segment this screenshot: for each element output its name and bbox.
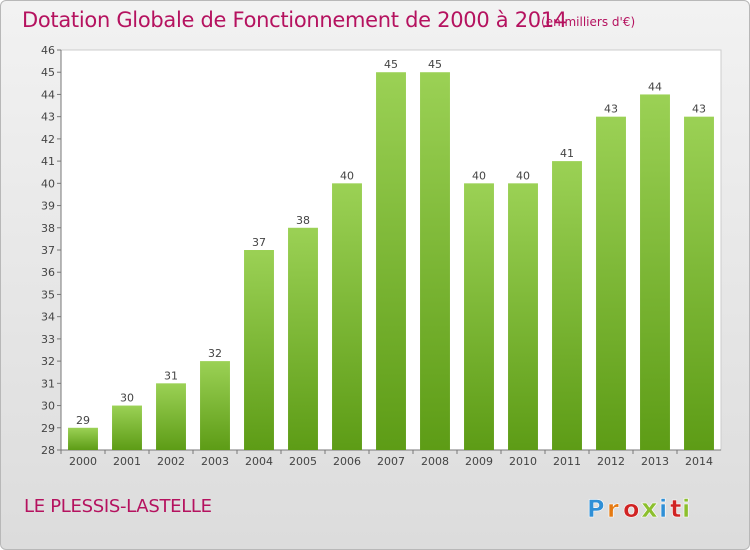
x-tick-label: 2003 — [201, 455, 229, 468]
y-tick-label: 40 — [41, 177, 55, 190]
bar — [376, 72, 406, 450]
x-tick-label: 2014 — [685, 455, 713, 468]
logo-letter: i — [682, 495, 690, 523]
data-label: 40 — [340, 169, 354, 182]
y-axis: 28 29 30 31 32 33 34 35 36 37 38 39 40 41 42 43 44 45 46 — [41, 44, 62, 457]
x-tick-label: 2004 — [245, 455, 273, 468]
bar — [200, 361, 230, 450]
y-tick-label: 31 — [41, 377, 55, 390]
chart-subtitle: (en milliers d'€) — [541, 15, 636, 29]
y-tick-label: 28 — [41, 444, 55, 457]
bar — [288, 227, 318, 450]
bar — [112, 405, 142, 450]
logo-letter: x — [641, 494, 658, 524]
data-label: 43 — [604, 103, 618, 116]
y-tick-label: 42 — [41, 133, 55, 146]
bar — [156, 383, 186, 450]
bar — [684, 116, 714, 451]
bar — [420, 72, 450, 450]
x-tick-label: 2006 — [333, 455, 361, 468]
data-label: 38 — [296, 214, 310, 227]
x-axis: 2000 2001 2002 2003 2004 2005 2006 2007 2008 2009… — [60, 449, 721, 468]
y-tick-label: 36 — [41, 266, 55, 279]
commune-name: LE PLESSIS-LASTELLE — [24, 496, 212, 517]
bar — [244, 250, 274, 450]
y-tick-label: 35 — [41, 288, 55, 301]
y-tick-label: 37 — [41, 244, 55, 257]
bar — [552, 161, 582, 450]
data-label: 44 — [648, 80, 662, 93]
logo-letter: r — [607, 495, 619, 523]
data-label: 41 — [560, 147, 574, 160]
data-label: 40 — [472, 169, 486, 182]
x-tick-label: 2005 — [289, 455, 317, 468]
bar — [464, 183, 494, 451]
bar — [508, 183, 538, 451]
bar — [640, 94, 670, 450]
y-tick-label: 43 — [41, 111, 55, 124]
data-label: 45 — [428, 58, 442, 71]
y-tick-label: 34 — [41, 311, 55, 324]
x-tick-label: 2000 — [69, 455, 97, 468]
x-tick-label: 2007 — [377, 455, 405, 468]
y-tick-label: 44 — [41, 88, 55, 101]
y-tick-label: 38 — [41, 222, 55, 235]
data-label: 43 — [692, 103, 706, 116]
y-tick-label: 29 — [41, 422, 55, 435]
bar — [596, 116, 626, 451]
data-label: 31 — [164, 369, 178, 382]
bars: 29 30 31 32 37 38 40 45 45 40 40 41 43 44 43 — [68, 58, 714, 451]
data-label: 45 — [384, 58, 398, 71]
logo-letter: t — [670, 495, 681, 523]
x-tick-label: 2009 — [465, 455, 493, 468]
y-tick-label: 41 — [41, 155, 55, 168]
bar — [332, 183, 362, 451]
x-tick-label: 2011 — [553, 455, 581, 468]
y-tick-label: 33 — [41, 333, 55, 346]
y-tick-label: 46 — [41, 44, 55, 57]
logo-letter: P — [587, 495, 605, 523]
x-tick-label: 2012 — [597, 455, 625, 468]
data-label: 40 — [516, 169, 530, 182]
x-tick-label: 2008 — [421, 455, 449, 468]
chart-title: Dotation Globale de Fonctionnement de 20… — [22, 8, 567, 32]
y-tick-label: 32 — [41, 355, 55, 368]
x-tick-label: 2002 — [157, 455, 185, 468]
x-tick-label: 2013 — [641, 455, 669, 468]
y-tick-label: 45 — [41, 66, 55, 79]
data-label: 29 — [76, 414, 90, 427]
x-tick-label: 2010 — [509, 455, 537, 468]
data-label: 37 — [252, 236, 266, 249]
data-label: 30 — [120, 392, 134, 405]
bar — [68, 427, 98, 450]
data-label: 32 — [208, 347, 222, 360]
logo-letter: i — [659, 495, 667, 523]
x-tick-label: 2001 — [113, 455, 141, 468]
y-tick-label: 39 — [41, 200, 55, 213]
y-tick-label: 30 — [41, 400, 55, 413]
logo-letter: o — [623, 495, 640, 523]
